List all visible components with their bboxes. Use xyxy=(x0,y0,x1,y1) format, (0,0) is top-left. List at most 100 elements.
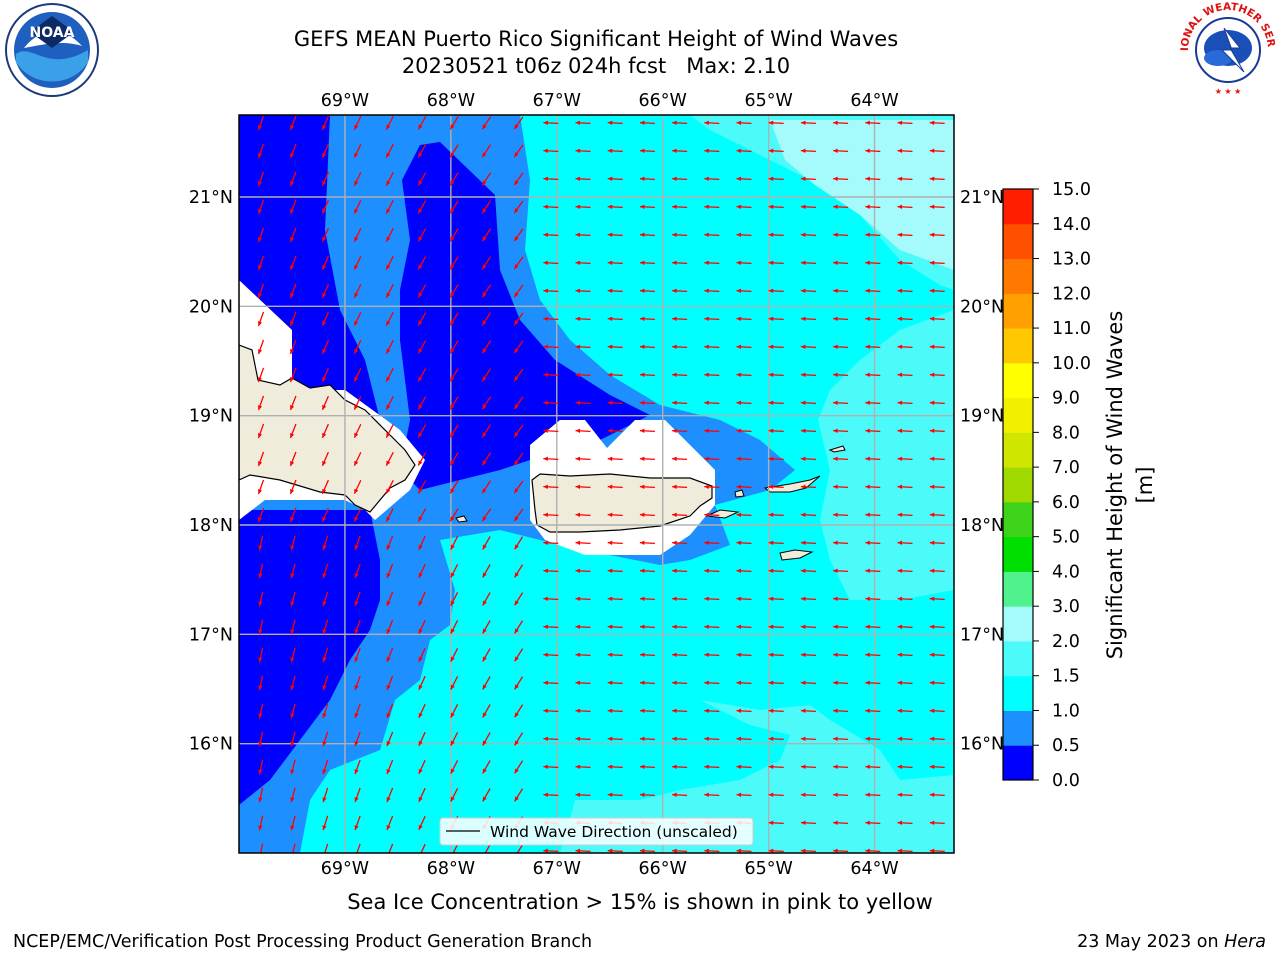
wave-vector-head xyxy=(258,601,263,607)
wave-vector-head xyxy=(543,484,548,490)
wave-vector-head xyxy=(800,680,806,686)
wave-vector-head xyxy=(386,516,391,522)
wave-vector-head xyxy=(482,488,487,494)
wave-vector-head xyxy=(322,208,327,214)
wave-vector-head xyxy=(450,488,455,494)
wave-vector-head xyxy=(865,260,870,266)
wave-vector-head xyxy=(482,796,487,802)
wave-vector-head xyxy=(290,601,295,607)
land-anegada xyxy=(828,445,846,453)
wave-vector-head xyxy=(833,652,838,658)
band-2-0-3-0 xyxy=(770,120,954,270)
wave-vector-head xyxy=(639,764,645,770)
wave-vector-head xyxy=(639,792,645,798)
lat-label-right: 19°N xyxy=(960,407,1004,427)
wave-vector-head xyxy=(897,400,903,406)
wave-vector-head xyxy=(257,349,263,355)
nws-logo-icon: NATIONAL WEATHER SERVICE ★ ★ ★ xyxy=(1174,0,1278,102)
wave-vector-head xyxy=(865,456,870,462)
wave-vector-head xyxy=(897,792,903,798)
wave-vector-head xyxy=(929,372,935,378)
wave-vector-head xyxy=(672,372,677,378)
wave-vector-head xyxy=(575,596,581,602)
wave-vector-head xyxy=(736,736,742,742)
wave-vector-head xyxy=(768,820,774,826)
wave-vector-head xyxy=(322,657,327,663)
wave-vector-head xyxy=(418,544,423,550)
wave-vector-head xyxy=(736,568,742,574)
wave-vector-head xyxy=(482,152,487,158)
wave-vector-head xyxy=(482,432,487,438)
wave-vector-head xyxy=(450,236,455,242)
wave-vector-head xyxy=(865,820,870,826)
wave-vector-head xyxy=(354,152,359,158)
land-st-croix xyxy=(779,549,814,561)
wave-vector-head xyxy=(418,348,423,354)
wave-vector-head xyxy=(450,712,455,718)
wave-vector-head xyxy=(607,176,613,182)
wave-vector-head xyxy=(607,484,613,490)
wave-vector-head xyxy=(833,764,838,770)
band-0-5-1-0 xyxy=(239,115,795,853)
colorbar-segment xyxy=(1003,362,1033,399)
noaa-logo-text: NOAA xyxy=(30,25,75,41)
wave-vector-head xyxy=(450,796,455,802)
wave-vector-head xyxy=(322,741,327,747)
wave-vector-head xyxy=(322,713,327,719)
wave-vector-head xyxy=(543,512,548,518)
wave-vector-head xyxy=(929,764,935,770)
wave-vector-head xyxy=(418,460,423,466)
colorbar-segment xyxy=(1003,571,1033,607)
wave-vector-head xyxy=(929,260,935,266)
wave-vector-head xyxy=(386,180,391,186)
wave-vector-head xyxy=(514,208,519,214)
title-line-1: GEFS MEAN Puerto Rico Significant Height… xyxy=(293,27,899,51)
wave-vector-head xyxy=(607,624,613,630)
wave-vector-head xyxy=(482,124,487,130)
wave-vector-head xyxy=(482,208,487,214)
wave-vector-head xyxy=(800,400,806,406)
lat-label-right: 16°N xyxy=(960,735,1004,755)
wave-vector-head xyxy=(386,572,391,578)
colorbar-tick-label: 14.0 xyxy=(1052,215,1091,235)
wave-vector-head xyxy=(290,573,295,579)
wave-vector-head xyxy=(607,372,613,378)
wave-vector-head xyxy=(514,460,519,466)
wave-vector-head xyxy=(543,652,548,658)
wave-vector-head xyxy=(258,685,263,691)
wave-vector-head xyxy=(897,372,903,378)
wave-vector-head xyxy=(482,628,487,634)
wave-vector-head xyxy=(704,652,709,658)
wave-vector-head xyxy=(514,544,519,550)
wave-vector-head xyxy=(768,652,774,658)
wave-vector-head xyxy=(639,344,645,350)
wave-vector-head xyxy=(322,601,327,607)
colorbar-tick-label: 7.0 xyxy=(1052,458,1080,478)
wave-vector-head xyxy=(897,764,903,770)
wave-vector-head xyxy=(607,764,613,770)
wave-vector-head xyxy=(290,460,295,466)
wave-vector-head xyxy=(543,372,548,378)
lat-label-right: 18°N xyxy=(960,516,1004,536)
wave-vector-head xyxy=(514,320,519,326)
wave-vector-head xyxy=(514,768,519,774)
wave-vector-head xyxy=(257,377,263,383)
wave-vector-head xyxy=(575,372,581,378)
wave-vector-head xyxy=(736,708,742,714)
colorbar-tick-label: 4.0 xyxy=(1052,562,1080,582)
wave-vector-head xyxy=(257,461,263,467)
wave-vector-head xyxy=(897,736,903,742)
colorbar-segment xyxy=(1003,675,1033,711)
wave-vector-head xyxy=(607,512,613,518)
wave-vector-head xyxy=(543,260,548,266)
colorbar-tick-label: 13.0 xyxy=(1052,250,1091,270)
wave-vector-head xyxy=(543,232,548,238)
wave-vector-head xyxy=(639,176,645,182)
wave-vector-head xyxy=(865,596,870,602)
wave-vector-head xyxy=(865,624,870,630)
wave-vector-head xyxy=(482,404,487,410)
wave-vector-head xyxy=(514,404,519,410)
wave-vector-head xyxy=(897,680,903,686)
wave-vector-head xyxy=(607,204,613,210)
wave-vector-head xyxy=(768,764,774,770)
